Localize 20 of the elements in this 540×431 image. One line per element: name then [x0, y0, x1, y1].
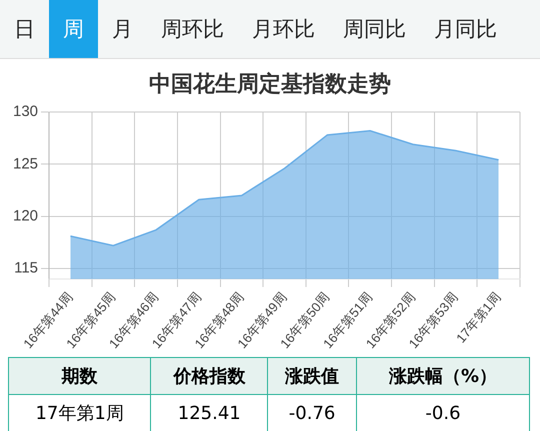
- text: 价格指数: [150, 358, 268, 394]
- text: 期数: [8, 358, 151, 394]
- text: 17年第1周: [8, 394, 151, 431]
- y-tick-label: 115: [14, 260, 38, 277]
- text: 涨跌值: [268, 358, 356, 394]
- text: 日: [13, 16, 36, 43]
- y-tick-label: 130: [12, 103, 38, 120]
- text: 周环比: [160, 16, 225, 43]
- text: 月同比: [433, 16, 498, 43]
- text: 周同比: [342, 16, 407, 43]
- text: 涨跌幅（%）: [356, 358, 530, 394]
- chart-title: 中国花生周定基指数走势: [148, 70, 392, 99]
- y-tick-label: 125: [12, 155, 38, 172]
- text: 周: [49, 0, 98, 58]
- y-tick-label: 120: [12, 207, 38, 224]
- text: 月: [111, 16, 134, 43]
- text: -0.6: [356, 394, 530, 431]
- text: -0.76: [268, 394, 356, 431]
- text: 125.41: [150, 394, 268, 431]
- text: 月环比: [251, 16, 316, 43]
